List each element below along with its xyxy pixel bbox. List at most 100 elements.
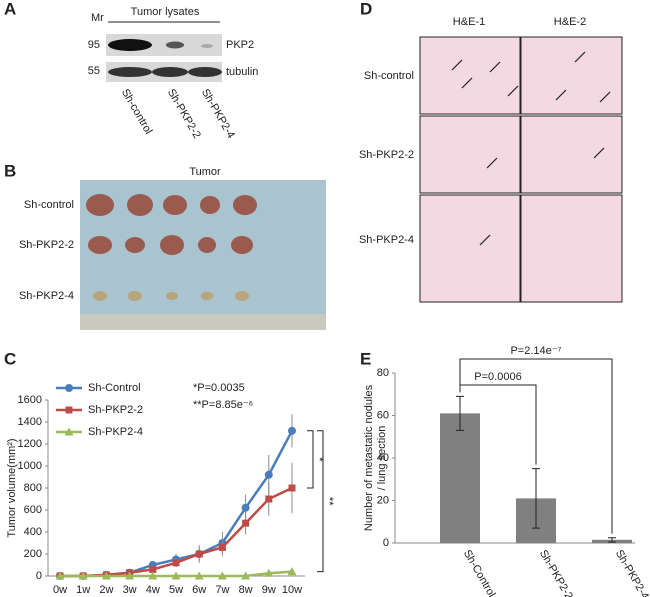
bracket	[317, 430, 324, 573]
legend-label: Sh-PKP2-2	[88, 404, 143, 416]
lane-label: Sh-control	[119, 87, 154, 136]
marker	[264, 470, 273, 479]
tumors	[86, 194, 257, 301]
x-tick-label: Sh-PKP2-2	[537, 548, 575, 597]
y-tick-label: 40	[377, 452, 389, 464]
marker	[241, 503, 250, 512]
marker	[288, 484, 296, 492]
y-tick-label: 1000	[18, 460, 42, 472]
error-bar	[456, 395, 464, 431]
bracket	[307, 430, 314, 489]
marker	[287, 567, 297, 576]
lane-label: Sh-PKP2-4	[199, 87, 237, 141]
y-axis-title: / lung section	[376, 426, 388, 491]
y-tick-label: 0	[36, 570, 42, 582]
annotation: P=2.14e⁻⁷	[510, 345, 561, 357]
row-label: Sh-PKP2-2	[19, 239, 74, 251]
x-tick-label: 1w	[76, 584, 90, 596]
error-bar	[608, 537, 616, 543]
x-tick-label: 4w	[146, 584, 160, 596]
y-tick-label: 800	[24, 482, 42, 494]
marker	[101, 571, 111, 580]
legend-marker	[65, 406, 73, 414]
y-tick-label: 20	[377, 494, 389, 506]
band	[166, 41, 184, 49]
legend-marker	[64, 427, 74, 436]
x-tick-label: 10w	[282, 584, 302, 596]
marker	[149, 565, 157, 573]
marker	[171, 571, 181, 580]
panel-letter: C	[4, 349, 16, 368]
y-tick-label: 1400	[18, 416, 42, 428]
x-tick-label: 3w	[123, 584, 137, 596]
mr-label: Mr	[91, 12, 104, 24]
panel-letter: D	[360, 0, 372, 18]
marker	[217, 571, 227, 580]
column-label: H&E-2	[554, 16, 586, 28]
bracket	[459, 358, 613, 534]
x-tick-label: 6w	[192, 584, 206, 596]
mr-marker: 55	[88, 65, 100, 77]
marker	[78, 571, 88, 580]
y-tick-label: 200	[24, 548, 42, 560]
annotation: *P=0.0035	[193, 382, 245, 394]
y-tick-label: 80	[377, 367, 389, 379]
marker	[241, 571, 251, 580]
mr-marker: 95	[88, 39, 100, 51]
bracket-label: **	[323, 497, 335, 506]
y-axis-title: Tumor volume(mm²)	[6, 438, 18, 537]
column-label: H&E-1	[453, 16, 485, 28]
histology-grid	[419, 36, 623, 303]
y-tick-label: 1200	[18, 438, 42, 450]
bar	[440, 413, 480, 543]
x-tick-label: 0w	[53, 584, 67, 596]
annotation: P=0.0006	[474, 371, 521, 383]
marker	[194, 571, 204, 580]
band-label: PKP2	[226, 39, 254, 51]
lane-label: Sh-PKP2-2	[165, 87, 203, 141]
band	[188, 67, 222, 77]
marker	[195, 550, 203, 558]
ruler	[80, 314, 326, 330]
y-tick-label: 400	[24, 526, 42, 538]
x-tick-label: Sh-PKP2-4	[613, 548, 650, 597]
y-axis-title: Number of metastatic nodules	[363, 384, 375, 531]
y-tick-label: 0	[383, 537, 389, 549]
x-tick-label: 9w	[262, 584, 276, 596]
y-tick-label: 1600	[18, 394, 42, 406]
row-label: Sh-PKP2-2	[359, 149, 414, 161]
x-tick-label: 7w	[215, 584, 229, 596]
band	[152, 67, 188, 77]
row-label: Sh-control	[24, 199, 74, 211]
annotation: **P=8.85e⁻⁶	[193, 399, 253, 411]
band	[108, 39, 152, 51]
x-tick-label: 8w	[239, 584, 253, 596]
x-tick-label: 5w	[169, 584, 183, 596]
band-label: tubulin	[226, 66, 258, 78]
marker	[264, 568, 274, 577]
band	[108, 67, 152, 77]
legend-marker	[65, 384, 73, 392]
row-label: Sh-PKP2-4	[19, 290, 74, 302]
panel-letter: A	[4, 0, 16, 18]
row-label: Sh-control	[364, 70, 414, 82]
marker	[125, 571, 135, 580]
x-tick-label: 2w	[99, 584, 113, 596]
y-tick-label: 60	[377, 409, 389, 421]
marker	[265, 495, 273, 503]
marker	[172, 559, 180, 567]
marker	[218, 543, 226, 551]
marker	[148, 571, 158, 580]
error-bar	[532, 468, 540, 529]
legend-label: Sh-Control	[88, 382, 141, 394]
y-tick-label: 600	[24, 504, 42, 516]
blot-header: Tumor lysates	[131, 6, 200, 18]
legend-label: Sh-PKP2-4	[88, 426, 143, 438]
photo-header: Tumor	[189, 166, 221, 178]
row-label: Sh-PKP2-4	[359, 234, 414, 246]
marker	[288, 426, 296, 435]
bracket-label: *	[313, 457, 325, 462]
marker	[242, 519, 250, 527]
